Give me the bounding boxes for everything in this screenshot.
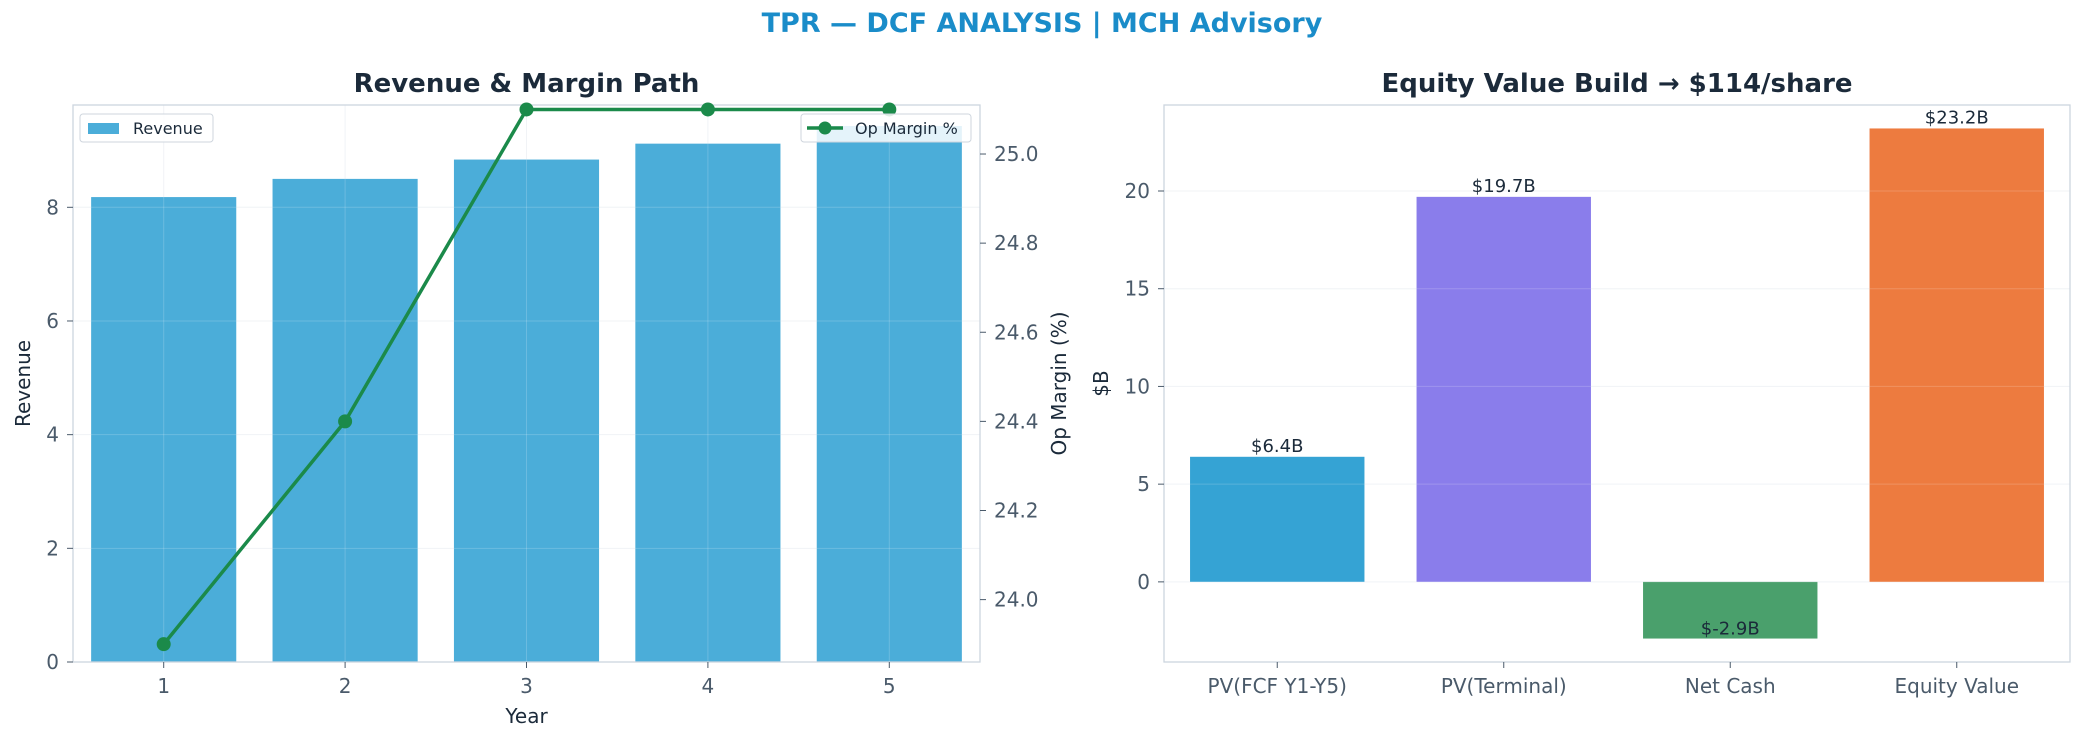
legend-label-op-margin: Op Margin % xyxy=(855,119,958,138)
chart1-y2tick-label: 24.8 xyxy=(994,231,1039,255)
chart1-y2tick-label: 24.6 xyxy=(994,320,1039,344)
chart1-y2tick-label: 25.0 xyxy=(994,142,1039,166)
suptitle: TPR — DCF ANALYSIS | MCH Advisory xyxy=(761,8,1323,39)
equity-build-data-label: $23.2B xyxy=(1925,107,1989,128)
legend-swatch-revenue xyxy=(88,123,119,134)
equity-build-bar xyxy=(1643,581,1818,639)
chart1-xtick-label: 4 xyxy=(702,674,715,698)
chart2-xtick-label: Net Cash xyxy=(1685,674,1776,698)
chart2-title: Equity Value Build → $114/share xyxy=(1381,69,1852,99)
equity-build-bar xyxy=(1190,456,1365,582)
legend-marker-op-margin xyxy=(818,121,832,135)
chart1-xlabel: Year xyxy=(504,704,548,728)
chart1-title: Revenue & Margin Path xyxy=(354,69,700,99)
chart1-ylabel: Revenue xyxy=(11,340,35,427)
legend-box xyxy=(800,113,972,143)
chart1-y2label: Op Margin (%) xyxy=(1047,311,1071,455)
chart1-ytick-label: 0 xyxy=(46,650,59,674)
chart2-ytick-label: 20 xyxy=(1125,179,1150,203)
chart1-ytick-label: 8 xyxy=(46,195,59,219)
op-margin-point xyxy=(700,102,715,117)
revenue-bar xyxy=(453,159,600,662)
chart2-ytick-label: 5 xyxy=(1137,472,1150,496)
revenue-bar xyxy=(816,126,962,662)
chart1-ytick-label: 2 xyxy=(46,536,59,560)
equity-build-bar xyxy=(1869,128,2044,582)
chart2-xtick-label: PV(Terminal) xyxy=(1441,674,1567,698)
chart1-ytick-label: 4 xyxy=(46,423,59,447)
chart1-y2tick-label: 24.0 xyxy=(994,588,1039,612)
chart1-y2tick-label: 24.2 xyxy=(994,498,1039,522)
legend-box xyxy=(79,113,214,143)
op-margin-point xyxy=(519,102,534,117)
chart2-frame xyxy=(1163,104,2071,663)
chart1-ytick-label: 6 xyxy=(46,309,59,333)
chart2-ylabel: $B xyxy=(1089,370,1113,396)
chart2-xtick-label: PV(FCF Y1-Y5) xyxy=(1208,674,1347,698)
equity-build-data-label: $6.4B xyxy=(1251,436,1303,457)
chart2-ytick-label: 10 xyxy=(1125,374,1150,398)
chart1-xtick-label: 2 xyxy=(339,674,352,698)
legend-label-revenue: Revenue xyxy=(133,119,203,138)
chart2-ytick-label: 15 xyxy=(1125,277,1150,301)
op-margin-point xyxy=(338,414,353,429)
chart1-xtick-label: 3 xyxy=(520,674,533,698)
chart2-ytick-label: 0 xyxy=(1137,570,1150,594)
revenue-bar xyxy=(635,143,781,662)
chart1-xtick-label: 5 xyxy=(883,674,896,698)
chart1-legend-op-margin: Op Margin % xyxy=(800,113,972,143)
chart1-legend-revenue: Revenue xyxy=(79,113,214,143)
equity-build-data-label: $19.7B xyxy=(1472,176,1536,197)
op-margin-point xyxy=(882,102,897,117)
op-margin-point xyxy=(156,637,171,652)
chart1-xtick-label: 1 xyxy=(157,674,170,698)
equity-build-bar xyxy=(1416,196,1591,582)
equity-build-data-label: $-2.9B xyxy=(1701,619,1760,640)
chart1-y2tick-label: 24.4 xyxy=(994,409,1039,433)
chart2-xtick-label: Equity Value xyxy=(1894,674,2019,698)
